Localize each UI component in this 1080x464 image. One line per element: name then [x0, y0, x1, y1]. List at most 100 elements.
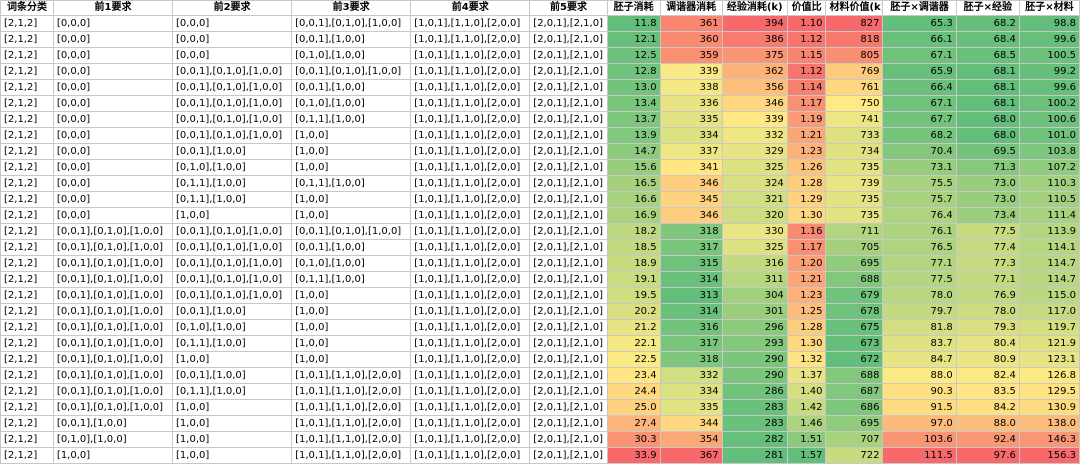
col-category-cell[interactable]: [2,1,2] — [0, 191, 54, 208]
col-req-5-cell[interactable]: [2,0,1],[2,1,0] — [529, 287, 608, 304]
col-req-4-header[interactable]: 前4要求 — [410, 0, 531, 16]
col-req-1-cell[interactable]: [0,0,0] — [52, 15, 174, 32]
col-tuner-cost-cell[interactable]: 318 — [659, 223, 723, 240]
col-category-cell[interactable]: [2,1,2] — [0, 335, 54, 352]
col-material-value-cell[interactable]: 705 — [825, 239, 884, 256]
col-blank-x-material-cell[interactable]: 99.6 — [1018, 79, 1080, 96]
col-value-ratio-cell[interactable]: 1.30 — [786, 207, 827, 224]
col-exp-cost-cell[interactable]: 304 — [721, 287, 788, 304]
col-req-4-cell[interactable]: [1,0,1],[1,1,0],[2,0,0] — [410, 447, 531, 464]
col-blank-x-material-cell[interactable]: 114.1 — [1018, 239, 1080, 256]
col-blank-x-exp-cell[interactable]: 84.2 — [955, 399, 1020, 416]
col-category-cell[interactable]: [2,1,2] — [0, 383, 54, 400]
col-blank-cost-cell[interactable]: 19.5 — [606, 287, 661, 304]
col-req-5-cell[interactable]: [2,0,1],[2,1,0] — [529, 175, 608, 192]
col-material-value-cell[interactable]: 673 — [825, 335, 884, 352]
col-req-1-cell[interactable]: [0,0,1],[1,0,0] — [52, 415, 174, 432]
col-material-value-cell[interactable]: 688 — [825, 271, 884, 288]
col-req-5-header[interactable]: 前5要求 — [529, 0, 608, 16]
col-req-4-cell[interactable]: [1,0,1],[1,1,0],[2,0,0] — [410, 319, 531, 336]
col-blank-x-material-cell[interactable]: 100.2 — [1018, 95, 1080, 112]
col-value-ratio-cell[interactable]: 1.14 — [786, 79, 827, 96]
col-tuner-cost-cell[interactable]: 336 — [659, 95, 723, 112]
col-tuner-cost-cell[interactable]: 314 — [659, 271, 723, 288]
col-category-cell[interactable]: [2,1,2] — [0, 415, 54, 432]
col-category-cell[interactable]: [2,1,2] — [0, 223, 54, 240]
col-req-1-cell[interactable]: [0,0,0] — [52, 143, 174, 160]
col-blank-x-exp-cell[interactable]: 77.1 — [955, 271, 1020, 288]
col-value-ratio-cell[interactable]: 1.25 — [786, 303, 827, 320]
col-blank-cost-cell[interactable]: 11.8 — [606, 15, 661, 32]
col-req-3-cell[interactable]: [1,0,0] — [291, 303, 412, 320]
col-req-4-cell[interactable]: [1,0,1],[1,1,0],[2,0,0] — [410, 351, 531, 368]
col-tuner-cost-header[interactable]: 调谐器消耗 — [659, 0, 723, 16]
col-req-2-cell[interactable]: [0,0,1],[0,1,0],[1,0,0] — [172, 255, 293, 272]
col-tuner-cost-cell[interactable]: 317 — [659, 239, 723, 256]
col-req-5-cell[interactable]: [2,0,1],[2,1,0] — [529, 47, 608, 64]
col-req-2-cell[interactable]: [0,0,1],[0,1,0],[1,0,0] — [172, 223, 293, 240]
col-req-4-cell[interactable]: [1,0,1],[1,1,0],[2,0,0] — [410, 255, 531, 272]
col-tuner-cost-cell[interactable]: 332 — [659, 367, 723, 384]
col-exp-cost-cell[interactable]: 375 — [721, 47, 788, 64]
col-req-5-cell[interactable]: [2,0,1],[2,1,0] — [529, 143, 608, 160]
col-blank-x-material-cell[interactable]: 103.8 — [1018, 143, 1080, 160]
col-material-value-cell[interactable]: 722 — [825, 447, 884, 464]
col-blank-x-exp-cell[interactable]: 82.4 — [955, 367, 1020, 384]
col-req-3-cell[interactable]: [0,0,1],[1,0,0] — [291, 31, 412, 48]
col-req-1-cell[interactable]: [0,0,0] — [52, 111, 174, 128]
col-blank-x-material-cell[interactable]: 126.8 — [1018, 367, 1080, 384]
col-blank-x-material-cell[interactable]: 129.5 — [1018, 383, 1080, 400]
col-req-5-cell[interactable]: [2,0,1],[2,1,0] — [529, 399, 608, 416]
col-material-value-cell[interactable]: 707 — [825, 431, 884, 448]
col-blank-x-material-cell[interactable]: 99.6 — [1018, 31, 1080, 48]
col-req-4-cell[interactable]: [1,0,1],[1,1,0],[2,0,0] — [410, 367, 531, 384]
col-req-3-cell[interactable]: [0,0,1],[0,1,0],[1,0,0] — [291, 63, 412, 80]
col-req-5-cell[interactable]: [2,0,1],[2,1,0] — [529, 111, 608, 128]
col-blank-cost-cell[interactable]: 12.1 — [606, 31, 661, 48]
col-blank-x-exp-cell[interactable]: 80.4 — [955, 335, 1020, 352]
col-req-3-cell[interactable]: [1,0,1],[1,1,0],[2,0,0] — [291, 415, 412, 432]
col-req-3-cell[interactable]: [0,1,0],[1,0,0] — [291, 47, 412, 64]
col-req-3-cell[interactable]: [0,1,0],[1,0,0] — [291, 255, 412, 272]
col-req-3-cell[interactable]: [0,0,1],[1,0,0] — [291, 239, 412, 256]
col-exp-cost-cell[interactable]: 325 — [721, 159, 788, 176]
col-category-cell[interactable]: [2,1,2] — [0, 431, 54, 448]
col-material-value-cell[interactable]: 750 — [825, 95, 884, 112]
col-tuner-cost-cell[interactable]: 313 — [659, 287, 723, 304]
col-material-value-cell[interactable]: 688 — [825, 367, 884, 384]
col-blank-x-tuner-cell[interactable]: 67.1 — [882, 47, 957, 64]
col-req-5-cell[interactable]: [2,0,1],[2,1,0] — [529, 223, 608, 240]
col-req-2-cell[interactable]: [0,0,0] — [172, 15, 293, 32]
col-blank-cost-cell[interactable]: 16.5 — [606, 175, 661, 192]
col-exp-cost-cell[interactable]: 324 — [721, 175, 788, 192]
col-blank-x-exp-cell[interactable]: 68.0 — [955, 111, 1020, 128]
col-blank-x-exp-cell[interactable]: 77.5 — [955, 223, 1020, 240]
col-req-4-cell[interactable]: [1,0,1],[1,1,0],[2,0,0] — [410, 79, 531, 96]
col-value-ratio-cell[interactable]: 1.51 — [786, 431, 827, 448]
col-req-3-cell[interactable]: [0,1,1],[1,0,0] — [291, 111, 412, 128]
col-blank-x-tuner-cell[interactable]: 81.8 — [882, 319, 957, 336]
col-blank-x-tuner-cell[interactable]: 88.0 — [882, 367, 957, 384]
col-exp-cost-cell[interactable]: 296 — [721, 319, 788, 336]
col-value-ratio-cell[interactable]: 1.30 — [786, 335, 827, 352]
col-blank-x-tuner-cell[interactable]: 75.7 — [882, 191, 957, 208]
col-req-2-cell[interactable]: [0,0,1],[1,0,0] — [172, 303, 293, 320]
col-req-1-cell[interactable]: [0,0,1],[0,1,0],[1,0,0] — [52, 287, 174, 304]
col-value-ratio-cell[interactable]: 1.23 — [786, 287, 827, 304]
col-req-3-cell[interactable]: [0,1,1],[1,0,0] — [291, 271, 412, 288]
col-req-3-cell[interactable]: [1,0,0] — [291, 287, 412, 304]
col-req-5-cell[interactable]: [2,0,1],[2,1,0] — [529, 159, 608, 176]
col-blank-cost-cell[interactable]: 33.9 — [606, 447, 661, 464]
col-req-3-cell[interactable]: [1,0,0] — [291, 207, 412, 224]
col-blank-x-exp-cell[interactable]: 69.5 — [955, 143, 1020, 160]
col-blank-x-material-cell[interactable]: 146.3 — [1018, 431, 1080, 448]
col-blank-x-material-cell[interactable]: 98.8 — [1018, 15, 1080, 32]
col-tuner-cost-cell[interactable]: 361 — [659, 15, 723, 32]
col-material-value-cell[interactable]: 672 — [825, 351, 884, 368]
col-blank-x-tuner-cell[interactable]: 79.7 — [882, 303, 957, 320]
col-req-3-header[interactable]: 前3要求 — [291, 0, 412, 16]
col-blank-x-material-cell[interactable]: 101.0 — [1018, 127, 1080, 144]
col-tuner-cost-cell[interactable]: 315 — [659, 255, 723, 272]
col-category-header[interactable]: 词条分类 — [0, 0, 54, 16]
col-req-4-cell[interactable]: [1,0,1],[1,1,0],[2,0,0] — [410, 431, 531, 448]
